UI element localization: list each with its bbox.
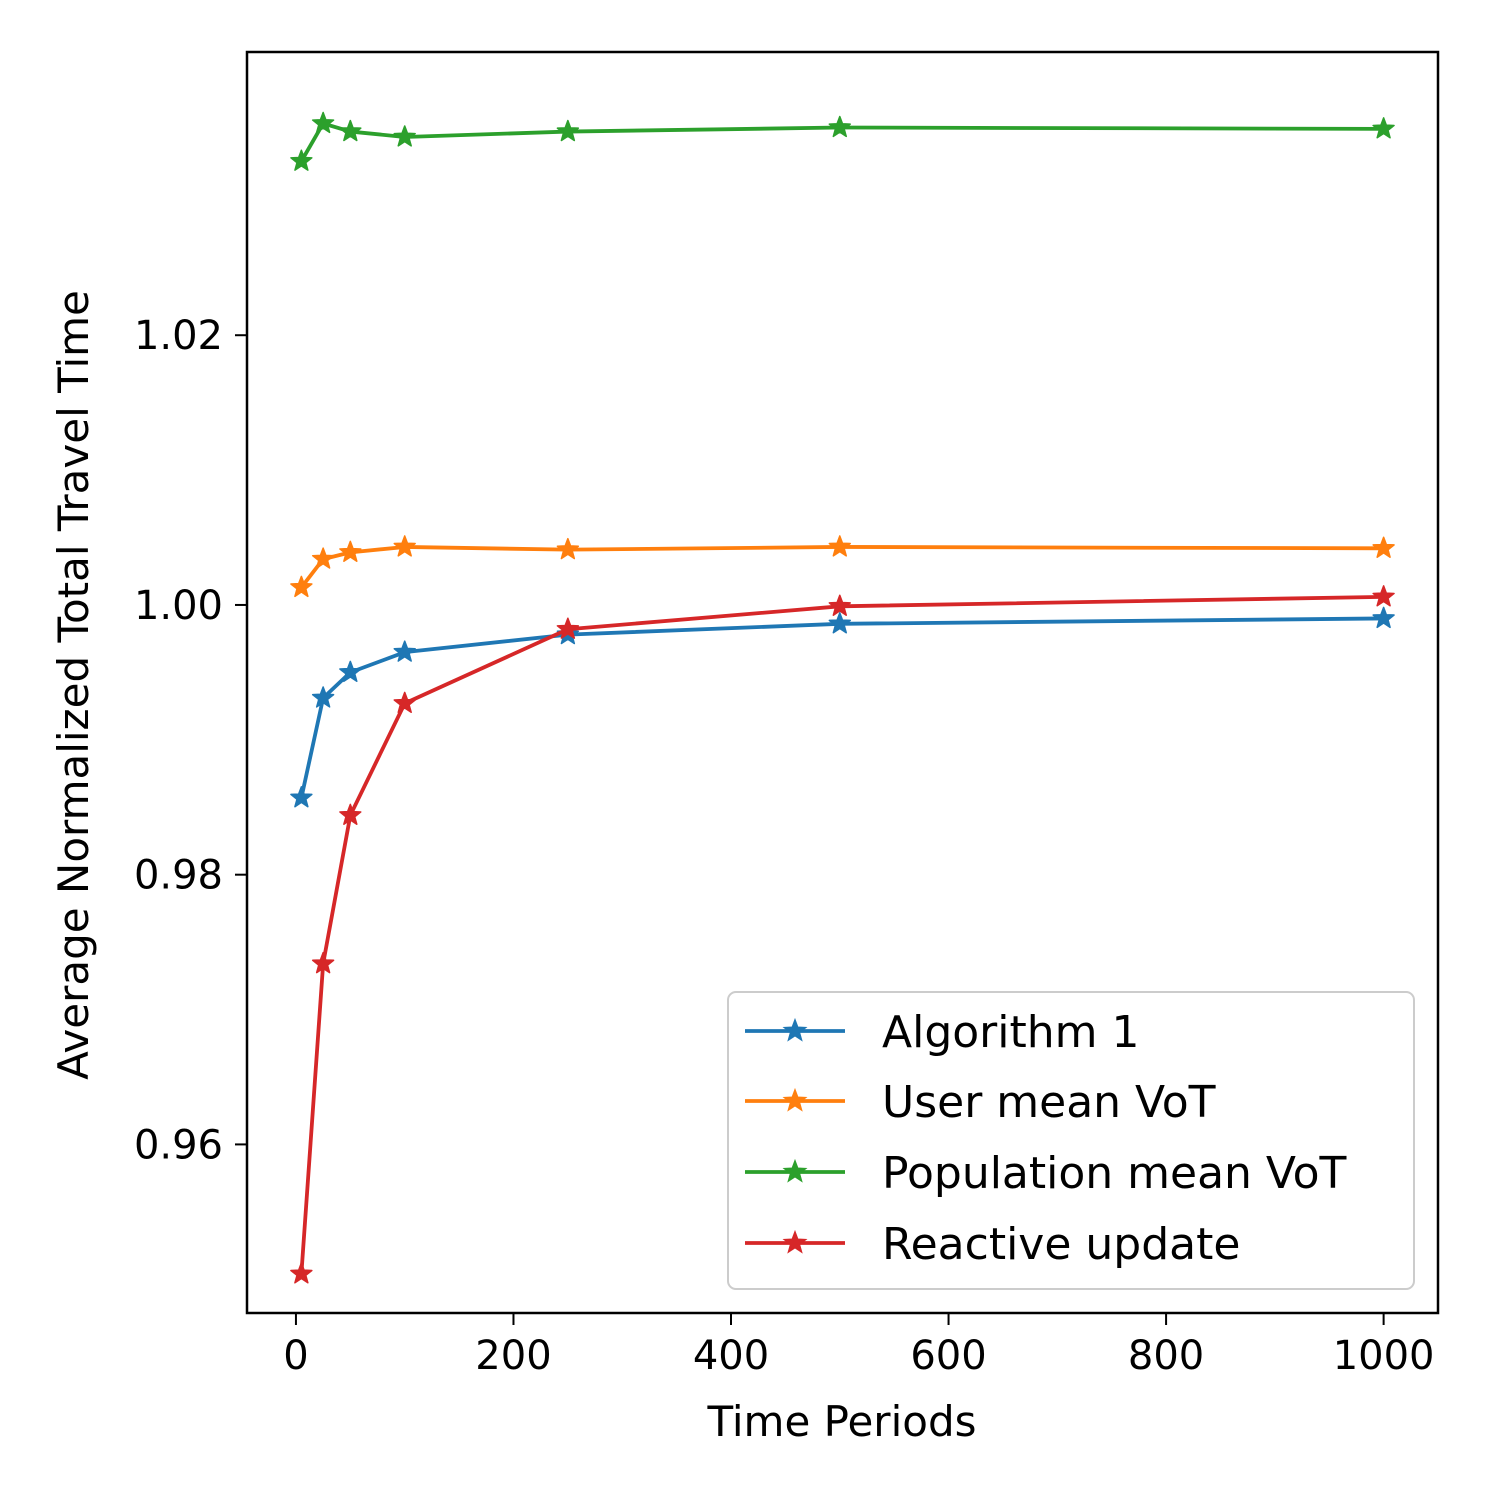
legend-label: Reactive update [882,1219,1240,1270]
legend-label: User mean VoT [882,1077,1216,1128]
series-line [299,616,1386,800]
data-point-star [556,617,580,639]
data-point-star [1372,585,1395,607]
data-point-star [1372,536,1395,558]
data-point-star [311,111,335,134]
legend-marker [782,1017,808,1042]
legend-entry: Population mean VoT [745,1148,1347,1199]
y-tick-label: 1.00 [134,583,223,629]
series-layer [290,111,1395,1284]
data-point-star [311,951,335,974]
y-axis-title: Average Normalized Total Travel Time [49,290,98,1080]
x-tick-label: 200 [475,1333,551,1379]
legend-label: Population mean VoT [882,1148,1347,1199]
legend-label: Algorithm 1 [882,1007,1139,1058]
legend: Algorithm 1 User mean VoT Population mean … [727,991,1415,1290]
legend-entry: Reactive update [745,1219,1240,1270]
legend-frame [727,991,1415,1290]
plot-area-frame [245,50,1440,1315]
data-point-star [290,149,313,171]
x-axis-title: Time Periods [707,1397,977,1446]
data-point-star [393,640,416,662]
data-point-star [339,660,362,683]
data-point-star [393,535,416,557]
x-tick-label: 800 [1128,1333,1204,1379]
data-point-star [828,535,851,557]
x-tick-label: 400 [693,1333,769,1379]
data-point-star [311,686,335,708]
legend-marker [782,1087,808,1112]
y-tick-label: 1.02 [134,313,223,359]
data-point-star [290,786,313,808]
data-point-star [393,691,416,714]
data-point-star [339,119,362,142]
y-tick-label: 0.96 [134,1122,223,1168]
data-point-star [311,547,335,569]
series-algorithm-1 [290,606,1395,808]
x-tick-label: 1000 [1333,1333,1435,1379]
x-tick-label: 0 [283,1333,308,1379]
data-point-star [290,575,313,598]
data-point-star [339,540,362,562]
data-point-star [1372,606,1395,629]
series-user-mean-vot [290,535,1395,598]
data-point-star [556,537,580,560]
legend-entry: Algorithm 1 [745,1007,1139,1058]
data-point-star [339,803,362,825]
data-point-star [290,1262,313,1284]
x-tick-label: 600 [910,1333,986,1379]
data-point-star [828,115,851,138]
data-point-star [1372,117,1395,139]
data-point-star [828,594,851,616]
legend-marker [782,1229,808,1254]
y-axis: 0.96 0.98 1.00 1.02 [134,313,247,1168]
legend-marker [782,1158,808,1183]
data-point-star [556,119,580,142]
y-tick-label: 0.98 [134,853,223,899]
series-reactive-update [290,585,1395,1284]
x-axis: 0 200 400 600 800 1000 [283,1313,1435,1379]
data-point-star [828,612,851,634]
data-point-star [393,125,416,147]
series-population-mean-vot [290,111,1395,171]
legend-entry: User mean VoT [745,1077,1216,1128]
